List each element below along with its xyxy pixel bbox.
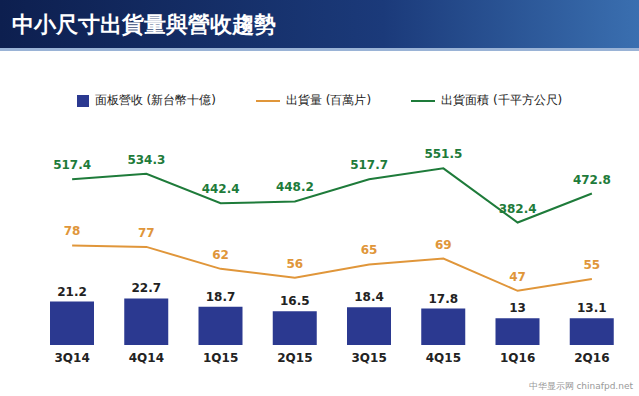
html-text:出貨量 (百萬片): 出貨量 (百萬片): [285, 93, 372, 107]
html-text:出貨面積 (千平方公尺): 出貨面積 (千平方公尺): [441, 93, 563, 107]
svg-text:4Q15: 4Q15: [426, 351, 461, 365]
svg-text:517.4: 517.4: [53, 158, 91, 172]
svg-text:3Q14: 3Q14: [55, 351, 90, 365]
svg-text:55: 55: [584, 258, 601, 272]
svg-text:65: 65: [361, 243, 378, 257]
svg-text:21.2: 21.2: [57, 285, 87, 299]
svg-text:69: 69: [435, 238, 452, 252]
svg-text:2Q15: 2Q15: [277, 351, 312, 365]
svg-text:62: 62: [212, 248, 229, 262]
svg-text:1Q15: 1Q15: [203, 351, 238, 365]
svg-text:382.4: 382.4: [499, 202, 537, 216]
svg-text:13: 13: [509, 301, 526, 315]
svg-text:47: 47: [509, 270, 526, 284]
svg-text:4Q14: 4Q14: [129, 351, 164, 365]
html-text:中华显示网 chinafpd.net: 中华显示网 chinafpd.net: [528, 381, 633, 391]
svg-text:442.4: 442.4: [202, 182, 240, 196]
svg-text:78: 78: [64, 224, 81, 238]
svg-text:472.8: 472.8: [573, 173, 611, 187]
html-text:中小尺寸出貨量與營收趨勢: 中小尺寸出貨量與營收趨勢: [12, 12, 276, 37]
svg-text:1Q16: 1Q16: [500, 351, 535, 365]
svg-text:77: 77: [138, 226, 155, 240]
svg-text:534.3: 534.3: [127, 153, 165, 167]
svg-text:551.5: 551.5: [424, 147, 462, 161]
svg-text:18.4: 18.4: [354, 290, 384, 304]
html-text:面板營收 (新台幣十億): 面板營收 (新台幣十億): [94, 93, 216, 107]
svg-text:17.8: 17.8: [428, 292, 458, 306]
svg-text:18.7: 18.7: [206, 290, 236, 304]
svg-text:448.2: 448.2: [276, 180, 314, 194]
svg-text:16.5: 16.5: [280, 294, 310, 308]
svg-text:56: 56: [287, 257, 304, 271]
svg-text:3Q15: 3Q15: [352, 351, 387, 365]
svg-text:2Q16: 2Q16: [574, 351, 609, 365]
svg-text:22.7: 22.7: [131, 281, 161, 295]
svg-text:13.1: 13.1: [577, 301, 607, 315]
svg-text:517.7: 517.7: [350, 158, 388, 172]
